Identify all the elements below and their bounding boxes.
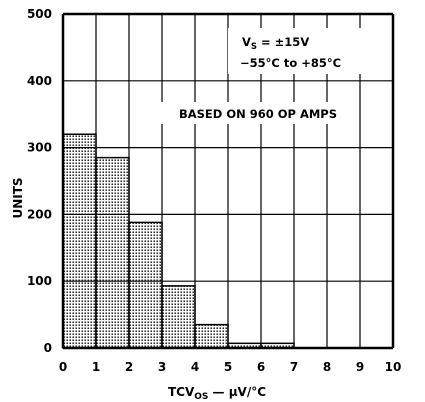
x-tick-label-6: 6 <box>257 360 265 374</box>
x-tick-label-10: 10 <box>385 360 402 374</box>
x-tick-label-5: 5 <box>224 360 232 374</box>
y-tick-label-4: 400 <box>27 74 52 88</box>
x-tick-label-3: 3 <box>158 360 166 374</box>
y-tick-label-5: 500 <box>27 7 52 21</box>
x-axis-title: TCVOS — μV/°C <box>168 385 266 402</box>
x-tick-label-4: 4 <box>191 360 199 374</box>
annotation-sample-background <box>158 102 358 124</box>
histogram-bar-0 <box>62 133 97 349</box>
histogram-bar-2 <box>128 221 163 349</box>
y-axis-title: UNITS <box>11 177 25 218</box>
y-tick-label-2: 200 <box>27 207 52 221</box>
y-tick-label-3: 300 <box>27 141 52 155</box>
x-tick-label-0: 0 <box>59 360 67 374</box>
bars <box>62 133 295 349</box>
histogram-bar-3 <box>161 285 196 349</box>
x-tick-label-2: 2 <box>125 360 133 374</box>
annotation-sample: BASED ON 960 OP AMPS <box>179 107 337 121</box>
histogram-bar-1 <box>95 156 130 349</box>
x-tick-label-1: 1 <box>92 360 100 374</box>
y-tick-label-1: 100 <box>27 274 52 288</box>
y-tick-label-0: 0 <box>44 341 52 355</box>
x-tick-label-9: 9 <box>356 360 364 374</box>
histogram-bar-4 <box>194 323 229 349</box>
x-tick-label-7: 7 <box>290 360 298 374</box>
annotation-supply: VS = ±15V <box>242 35 309 52</box>
x-tick-label-8: 8 <box>323 360 331 374</box>
annotation-background <box>228 28 388 74</box>
annotation-temp-range: −55°C to +85°C <box>240 56 341 70</box>
